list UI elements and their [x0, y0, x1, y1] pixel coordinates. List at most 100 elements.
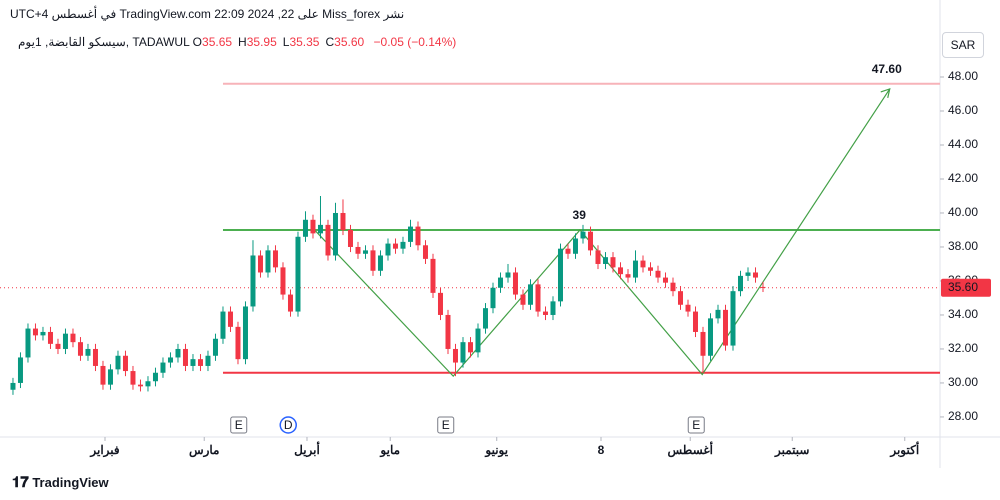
- candle-body: [527, 284, 533, 305]
- ohlc-key: L: [282, 35, 290, 49]
- candle-body: [707, 318, 713, 356]
- candle-body: [220, 311, 226, 339]
- candle-body: [362, 250, 368, 254]
- ohlc-value: 35.65: [202, 35, 233, 49]
- candle-body: [407, 226, 413, 242]
- candle-body: [287, 294, 293, 312]
- symbol: سيسكو القابضة, 1يوم, TADAWUL: [18, 35, 190, 49]
- y-tick-label: 34.00: [948, 307, 978, 321]
- candle-body: [542, 311, 548, 315]
- price-badge: [941, 278, 991, 297]
- candle-body: [25, 328, 31, 358]
- candle-body: [70, 333, 76, 343]
- x-tick-label: فبراير: [89, 443, 120, 458]
- y-tick-label: 28.00: [948, 409, 978, 423]
- earnings-marker: [437, 416, 455, 434]
- candle-body: [692, 311, 698, 332]
- candle-body: [670, 282, 676, 292]
- candle-body: [760, 286, 766, 288]
- candle-body: [347, 229, 353, 247]
- candle-body: [452, 348, 458, 363]
- symbol-legend: سيسكو القابضة, 1يوم, TADAWUL O35.65 H35.9…: [18, 35, 462, 49]
- candle-body: [475, 328, 481, 353]
- x-tick-label: مايو: [379, 443, 400, 458]
- candle-body: [647, 267, 653, 271]
- candle-body: [250, 255, 256, 307]
- candle-body: [512, 272, 518, 295]
- candle-body: [100, 365, 106, 385]
- ohlc-key: H: [238, 35, 247, 49]
- candle-body: [617, 267, 623, 275]
- y-tick-label: 44.00: [948, 137, 978, 151]
- candle-body: [580, 231, 586, 239]
- ohlc-key: C: [325, 35, 335, 49]
- y-tick-label: 48.00: [948, 69, 978, 83]
- brand-text: TradingView: [32, 475, 109, 490]
- candle-body: [625, 274, 631, 278]
- candle-body: [722, 309, 728, 346]
- candle-body: [745, 272, 751, 276]
- x-tick-label: مارس: [189, 443, 220, 458]
- candle-body: [122, 355, 128, 372]
- candle-body: [572, 238, 578, 254]
- candle-body: [640, 260, 646, 268]
- x-tick-label: 8: [598, 443, 605, 457]
- candle-body: [242, 306, 248, 360]
- event-label: D: [284, 418, 293, 432]
- candle-body: [17, 357, 23, 383]
- y-tick-label: 32.00: [948, 341, 978, 355]
- candle-body: [190, 359, 196, 366]
- candle-body: [595, 250, 601, 264]
- y-tick-label: 46.00: [948, 103, 978, 117]
- candle-body: [130, 371, 136, 385]
- candle-body: [370, 250, 376, 271]
- candle-body: [445, 314, 451, 349]
- ohlc-key: O: [192, 35, 203, 49]
- candle-body: [310, 219, 316, 234]
- candle-body: [227, 311, 233, 327]
- candle-body: [62, 333, 68, 349]
- candle-body: [662, 277, 668, 283]
- candle-body: [295, 236, 301, 312]
- earnings-marker: [230, 416, 248, 434]
- candle-body: [602, 257, 608, 264]
- candle-body: [677, 291, 683, 305]
- candle-body: [430, 258, 436, 293]
- candle-body: [182, 348, 188, 366]
- candle-body: [302, 219, 308, 237]
- candle-body: [655, 270, 661, 278]
- y-tick-label: 40.00: [948, 205, 978, 219]
- candle-body: [107, 369, 113, 385]
- pattern-arrow: [880, 88, 891, 99]
- currency-button[interactable]: SAR: [942, 32, 984, 58]
- candle-body: [700, 331, 706, 356]
- candle-body: [685, 304, 691, 312]
- candle-body: [257, 255, 263, 273]
- candle-body: [730, 291, 736, 346]
- candle-body: [325, 224, 331, 256]
- candle-body: [482, 308, 488, 329]
- candle-body: [437, 292, 443, 315]
- candle-body: [205, 355, 211, 366]
- x-tick-label: أكتوبر: [889, 442, 919, 458]
- publish-info: نشر Miss_forex على TradingView.com 22:09…: [10, 7, 405, 21]
- candle-body: [610, 257, 616, 268]
- candle-body: [587, 231, 593, 251]
- candle-body: [752, 272, 758, 278]
- candle-body: [55, 343, 61, 349]
- earnings-marker: [687, 416, 705, 434]
- level-label: 39: [573, 208, 587, 222]
- candle-body: [460, 342, 466, 363]
- change: −0.05 (−0.14%): [373, 35, 457, 49]
- candle-body: [520, 294, 526, 305]
- candle-body: [92, 348, 98, 366]
- candle-body: [467, 342, 473, 353]
- candle-body: [317, 224, 323, 234]
- dividend-marker: [279, 416, 297, 434]
- candle-body: [85, 348, 91, 356]
- candle-body: [175, 348, 181, 358]
- brand: 𝟏𝟕 TradingView: [12, 474, 109, 491]
- candle-body: [32, 328, 38, 336]
